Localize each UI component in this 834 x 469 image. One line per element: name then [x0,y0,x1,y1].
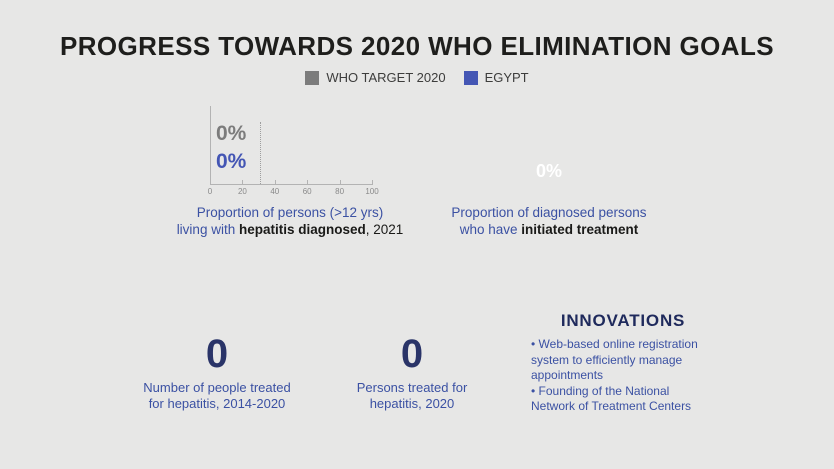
treatment-caption: Proportion of diagnosed persons who have… [399,204,699,238]
innovations-heading: INNOVATIONS [560,311,686,330]
stat-value: 0 [400,332,424,376]
axis-tick [372,180,373,184]
legend-label-egypt: EGYPT [484,70,529,85]
treatment-initiated-value: 0% [535,161,562,181]
caption-line: Persons treated for [356,380,468,395]
page-title: PROGRESS TOWARDS 2020 WHO ELIMINATION GO… [60,31,774,61]
diagnosis-chart-caption: Proportion of persons (>12 yrs) living w… [140,204,440,238]
innovation-bullet: • Founding of the National Network of Tr… [531,383,692,414]
axis-tick [339,180,341,184]
who-target-reference-line [259,122,261,184]
egypt-value-label: 0% [216,150,247,173]
stat-value: 0 [205,332,229,376]
who-target-value-label: 0% [216,122,247,145]
diagnosis-bar-chart: 0% 0% [210,106,373,185]
axis-tick-label: 20 [237,187,247,196]
egypt-color-swatch [463,70,478,85]
innovation-bullet: • Web-based online registration system t… [531,337,698,382]
axis-tick-label: 0 [207,187,213,196]
caption-line: who have initiated treatment [459,222,639,237]
legend-item-who-target: WHO TARGET 2020 [305,70,446,85]
caption-line: hepatitis, 2020 [369,396,455,411]
x-axis-tick-labels: 0 20 40 60 80 100 [207,187,379,197]
legend-item-egypt: EGYPT [463,70,529,85]
stat-caption: Number of people treated for hepatitis, … [117,380,317,412]
stat-treated-2014-2020: 0 Number of people treated for hepatitis… [117,332,317,412]
legend-label-who-target: WHO TARGET 2020 [326,70,446,85]
caption-line: living with hepatitis diagnosed, 2021 [176,222,404,237]
axis-tick-label: 80 [335,187,345,196]
stat-caption: Persons treated for hepatitis, 2020 [312,380,512,412]
innovations-list: • Web-based online registration system t… [531,337,715,415]
stat-treated-2020: 0 Persons treated for hepatitis, 2020 [312,332,512,412]
axis-tick [274,180,276,184]
caption-line: Proportion of diagnosed persons [451,205,647,220]
caption-line: Number of people treated [143,380,291,395]
innovations-section: INNOVATIONS • Web-based online registrat… [531,311,715,415]
axis-tick [307,180,309,184]
legend: WHO TARGET 2020 EGYPT [0,70,834,85]
caption-line: for hepatitis, 2014-2020 [148,396,286,411]
axis-tick-label: 60 [302,187,312,196]
axis-tick-label: 40 [270,187,280,196]
caption-line: Proportion of persons (>12 yrs) [196,205,384,220]
axis-tick [242,180,244,184]
axis-tick-label: 100 [365,187,379,196]
who-target-color-swatch [305,70,320,85]
